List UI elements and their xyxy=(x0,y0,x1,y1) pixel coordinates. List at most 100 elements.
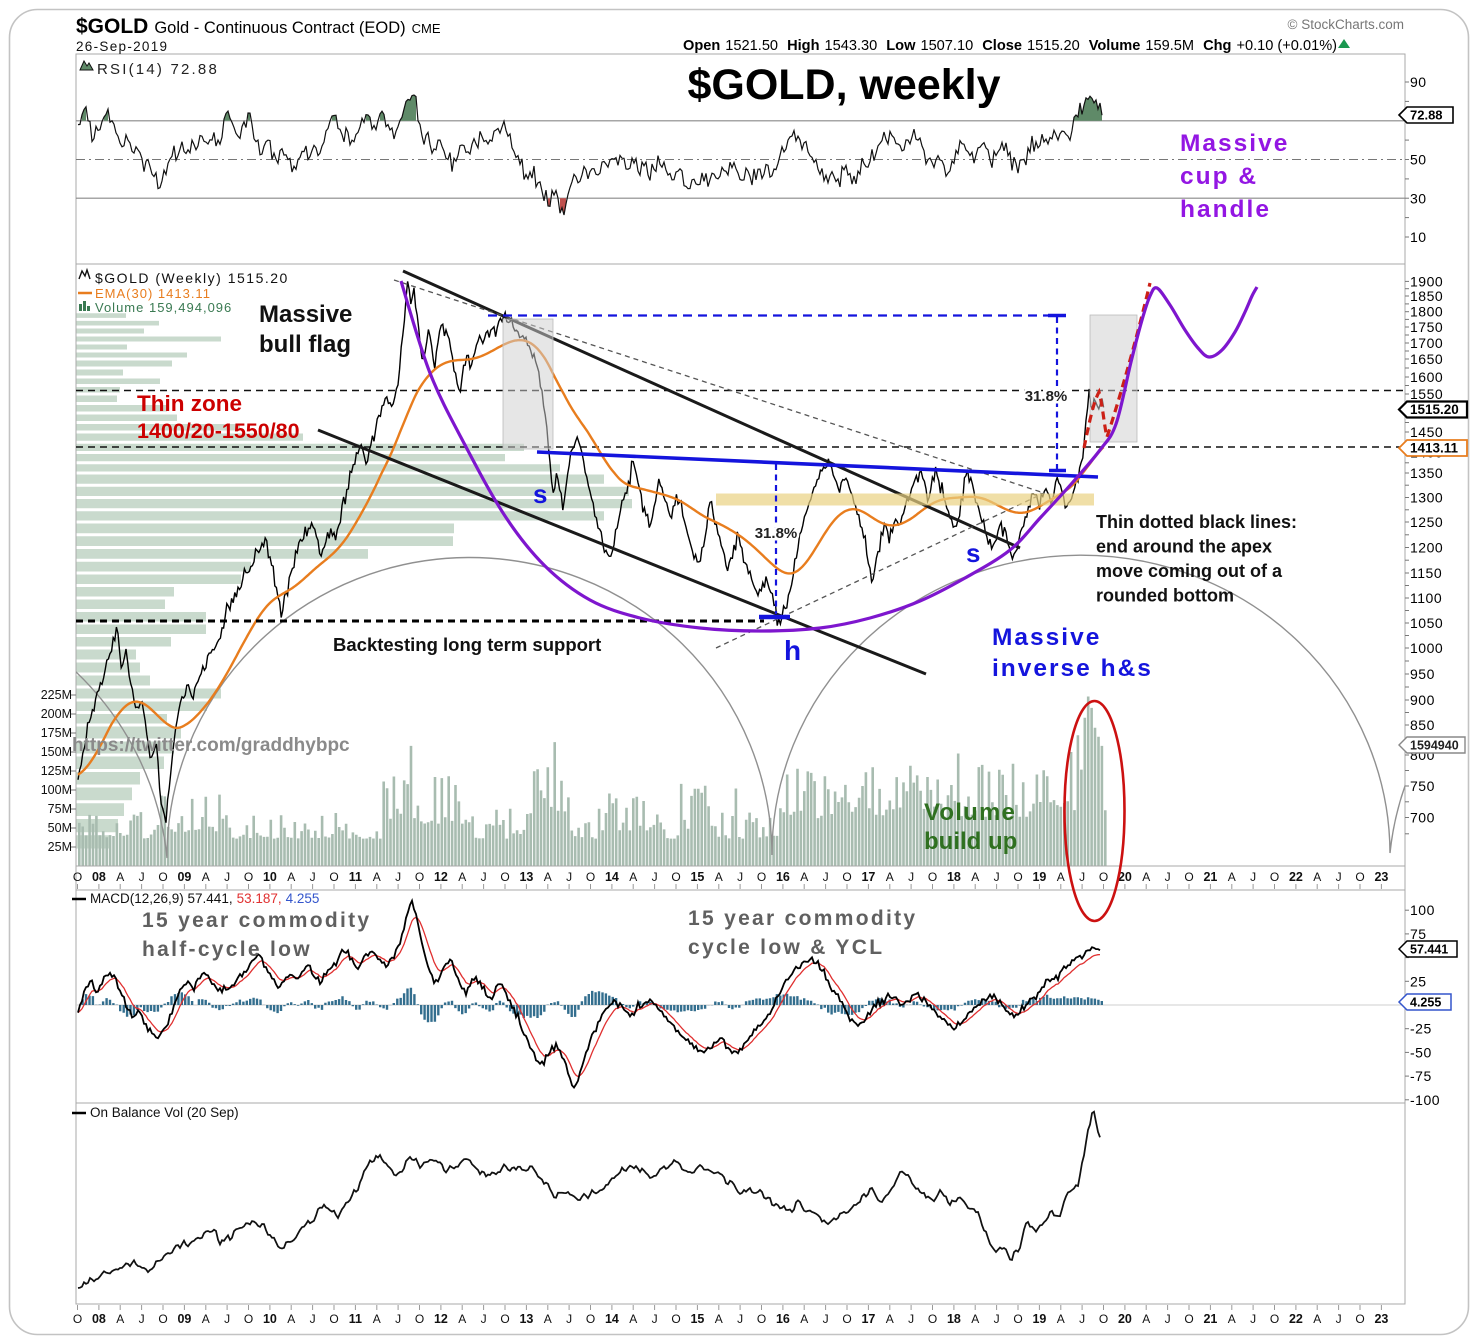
svg-text:A: A xyxy=(1142,1312,1150,1326)
svg-text:O: O xyxy=(671,870,680,884)
svg-text:1900: 1900 xyxy=(1410,273,1443,289)
svg-text:-75: -75 xyxy=(1410,1068,1432,1084)
svg-text:23: 23 xyxy=(1374,870,1388,884)
svg-text:4.255: 4.255 xyxy=(1410,996,1441,1010)
svg-text:1600: 1600 xyxy=(1410,369,1443,385)
svg-text:900: 900 xyxy=(1410,692,1435,708)
svg-text:J: J xyxy=(823,1312,829,1326)
svg-text:30: 30 xyxy=(1410,190,1427,206)
svg-text:Volume 159,494,096: Volume 159,494,096 xyxy=(95,300,232,315)
svg-text:J: J xyxy=(823,870,829,884)
svg-text:A: A xyxy=(800,1312,808,1326)
svg-text:20: 20 xyxy=(1118,1312,1132,1326)
svg-text:15 year commodity: 15 year commodity xyxy=(142,909,371,932)
svg-text:O: O xyxy=(1270,1312,1279,1326)
svg-text:Thin dotted black lines:: Thin dotted black lines: xyxy=(1096,512,1297,532)
svg-text:1850: 1850 xyxy=(1410,288,1443,304)
svg-text:125M: 125M xyxy=(41,764,72,778)
svg-text:O: O xyxy=(842,1312,851,1326)
svg-text:A: A xyxy=(373,1312,381,1326)
svg-text:J: J xyxy=(908,1312,914,1326)
svg-text:O: O xyxy=(1013,870,1022,884)
svg-text:72.88: 72.88 xyxy=(1410,108,1443,123)
svg-text:O: O xyxy=(586,870,595,884)
svg-text:O: O xyxy=(1355,1312,1364,1326)
svg-text:1100: 1100 xyxy=(1410,590,1442,606)
svg-text:O: O xyxy=(928,1312,937,1326)
svg-text:21: 21 xyxy=(1203,1312,1217,1326)
svg-text:O: O xyxy=(73,870,82,884)
svg-text:1594940: 1594940 xyxy=(1410,739,1459,753)
svg-text:26-Sep-2019: 26-Sep-2019 xyxy=(76,39,168,54)
svg-text:rounded bottom: rounded bottom xyxy=(1096,586,1234,606)
svg-text:O: O xyxy=(415,1312,424,1326)
svg-text:J: J xyxy=(224,870,230,884)
svg-text:13: 13 xyxy=(519,870,533,884)
svg-text:https://twitter.com/graddhybpc: https://twitter.com/graddhybpc xyxy=(72,735,350,756)
svg-text:100: 100 xyxy=(1410,902,1435,918)
svg-text:O: O xyxy=(329,870,338,884)
svg-text:09: 09 xyxy=(177,870,191,884)
svg-text:J: J xyxy=(652,1312,658,1326)
svg-text:16: 16 xyxy=(776,1312,790,1326)
svg-text:bull flag: bull flag xyxy=(259,331,351,358)
svg-text:08: 08 xyxy=(92,870,106,884)
svg-text:12: 12 xyxy=(434,870,448,884)
svg-text:21: 21 xyxy=(1203,870,1217,884)
svg-text:20: 20 xyxy=(1118,870,1132,884)
svg-text:A: A xyxy=(287,870,295,884)
svg-text:J: J xyxy=(224,1312,230,1326)
svg-text:O: O xyxy=(329,1312,338,1326)
svg-text:J: J xyxy=(139,870,145,884)
svg-text:J: J xyxy=(566,1312,572,1326)
svg-text:O: O xyxy=(500,870,509,884)
svg-text:A: A xyxy=(800,870,808,884)
svg-text:A: A xyxy=(971,870,979,884)
svg-text:31.8%: 31.8% xyxy=(1025,388,1068,405)
svg-text:-50: -50 xyxy=(1410,1044,1432,1060)
svg-text:Massive: Massive xyxy=(992,624,1101,651)
svg-text:O: O xyxy=(500,1312,509,1326)
svg-text:-100: -100 xyxy=(1410,1092,1440,1108)
svg-text:MACD(12,26,9) 57.441,53.187,4.: MACD(12,26,9) 57.441, 53.187, 4.255 xyxy=(90,891,319,906)
svg-text:A: A xyxy=(629,870,637,884)
svg-text:J: J xyxy=(310,1312,316,1326)
svg-text:J: J xyxy=(908,870,914,884)
svg-text:10: 10 xyxy=(1410,229,1427,245)
svg-text:25M: 25M xyxy=(48,840,72,854)
svg-text:O: O xyxy=(158,1312,167,1326)
svg-text:A: A xyxy=(458,870,466,884)
svg-text:1450: 1450 xyxy=(1410,424,1443,440)
svg-text:A: A xyxy=(202,1312,210,1326)
svg-text:O: O xyxy=(73,1312,82,1326)
svg-text:1400/20-1550/80: 1400/20-1550/80 xyxy=(137,419,300,443)
svg-text:O: O xyxy=(244,870,253,884)
svg-text:Backtesting long term support: Backtesting long term support xyxy=(333,634,601,655)
svg-text:75: 75 xyxy=(1410,926,1427,942)
svg-text:12: 12 xyxy=(434,1312,448,1326)
svg-text:A: A xyxy=(886,1312,894,1326)
svg-text:half-cycle low: half-cycle low xyxy=(142,938,312,961)
svg-text:O: O xyxy=(842,870,851,884)
svg-text:O: O xyxy=(757,870,766,884)
svg-text:1750: 1750 xyxy=(1410,319,1443,335)
svg-text:A: A xyxy=(1142,870,1150,884)
svg-text:J: J xyxy=(994,870,1000,884)
svg-text:O: O xyxy=(1099,870,1108,884)
svg-text:handle: handle xyxy=(1180,196,1271,223)
svg-text:O: O xyxy=(1355,870,1364,884)
svg-text:J: J xyxy=(994,1312,1000,1326)
svg-text:A: A xyxy=(116,1312,124,1326)
svg-text:J: J xyxy=(1250,1312,1256,1326)
svg-text:200M: 200M xyxy=(41,707,72,721)
svg-text:J: J xyxy=(1250,870,1256,884)
svg-text:A: A xyxy=(373,870,381,884)
svg-text:950: 950 xyxy=(1410,666,1435,682)
svg-text:1800: 1800 xyxy=(1410,304,1443,320)
svg-text:10: 10 xyxy=(263,1312,277,1326)
svg-text:A: A xyxy=(971,1312,979,1326)
svg-text:A: A xyxy=(544,1312,552,1326)
svg-text:A: A xyxy=(116,870,124,884)
svg-text:A: A xyxy=(715,870,723,884)
